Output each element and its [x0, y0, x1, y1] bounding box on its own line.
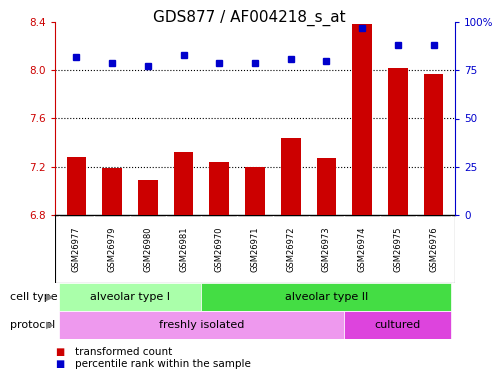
Bar: [174, 152, 194, 375]
Text: ▶: ▶: [46, 320, 54, 330]
Text: ■: ■: [55, 347, 64, 357]
Text: GSM26976: GSM26976: [429, 226, 438, 272]
Text: GSM26973: GSM26973: [322, 226, 331, 272]
Text: cultured: cultured: [375, 320, 421, 330]
Bar: [245, 167, 265, 375]
Text: GSM26975: GSM26975: [393, 226, 402, 272]
Text: GSM26981: GSM26981: [179, 226, 188, 272]
Bar: [388, 68, 408, 375]
Bar: [352, 24, 372, 375]
Text: ▶: ▶: [46, 292, 54, 302]
Bar: [58, 283, 202, 311]
Bar: [102, 168, 122, 375]
Text: transformed count: transformed count: [75, 347, 172, 357]
Text: GSM26970: GSM26970: [215, 226, 224, 272]
Bar: [66, 157, 86, 375]
Text: GSM26971: GSM26971: [250, 226, 259, 272]
Bar: [316, 158, 336, 375]
Text: freshly isolated: freshly isolated: [159, 320, 244, 330]
Bar: [58, 311, 344, 339]
Text: alveolar type I: alveolar type I: [90, 292, 170, 302]
Bar: [424, 74, 444, 375]
Bar: [210, 162, 229, 375]
Bar: [281, 138, 300, 375]
Text: GSM26972: GSM26972: [286, 226, 295, 272]
Text: alveolar type II: alveolar type II: [285, 292, 368, 302]
Bar: [202, 283, 452, 311]
Text: ■: ■: [55, 359, 64, 369]
Text: GSM26977: GSM26977: [72, 226, 81, 272]
Text: GDS877 / AF004218_s_at: GDS877 / AF004218_s_at: [153, 10, 346, 26]
Text: cell type: cell type: [10, 292, 57, 302]
Text: GSM26979: GSM26979: [108, 226, 117, 272]
Text: protocol: protocol: [10, 320, 55, 330]
Text: GSM26974: GSM26974: [358, 226, 367, 272]
Text: percentile rank within the sample: percentile rank within the sample: [75, 359, 250, 369]
Bar: [344, 311, 452, 339]
Text: GSM26980: GSM26980: [143, 226, 152, 272]
Bar: [138, 180, 158, 375]
